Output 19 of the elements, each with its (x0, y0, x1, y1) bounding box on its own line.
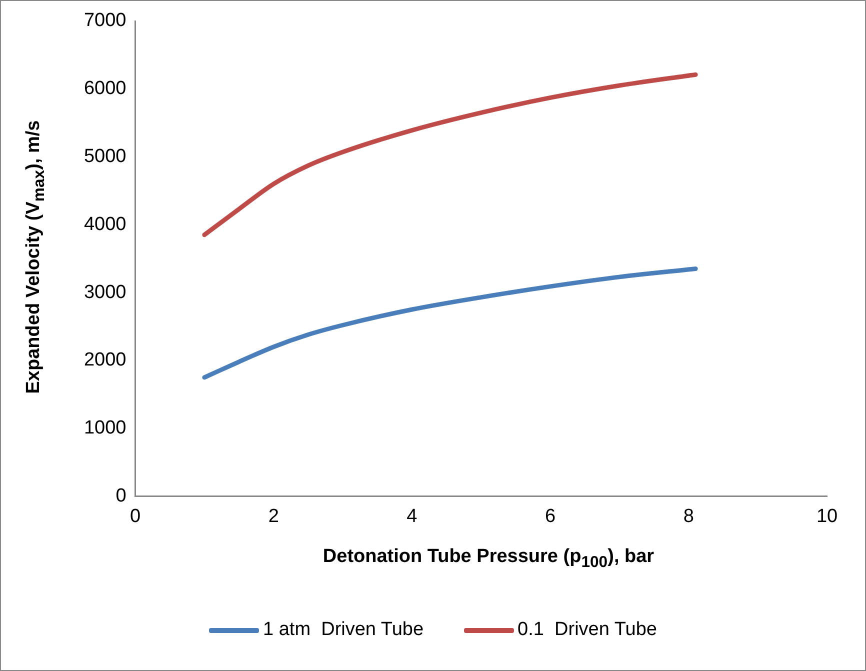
y-tick-label: 6000 (84, 78, 126, 100)
y-tick-label: 5000 (84, 146, 126, 168)
y-tick-label: 2000 (84, 350, 126, 371)
x-tick-label: 2 (268, 506, 279, 527)
y-tick-label: 4000 (84, 214, 126, 235)
x-tick-label: 0 (130, 506, 141, 527)
legend-label: 0.1 Driven Tube (518, 619, 657, 641)
legend-label: 1 atm Driven Tube (263, 619, 424, 641)
y-tick-label: 7000 (84, 10, 126, 32)
x-tick-label: 6 (545, 506, 556, 527)
line-series (202, 72, 698, 238)
y-tick-label: 3000 (84, 282, 126, 303)
line-series (202, 266, 698, 380)
x-tick-label: 4 (406, 506, 418, 527)
y-tick-label: 0 (116, 485, 126, 506)
y-tick-label: 1000 (84, 418, 126, 439)
x-tick-label: 8 (683, 506, 694, 527)
x-tick-label: 10 (816, 506, 838, 527)
x-axis-title: Detonation Tube Pressure (p$_{100}$), bar (322, 546, 656, 572)
